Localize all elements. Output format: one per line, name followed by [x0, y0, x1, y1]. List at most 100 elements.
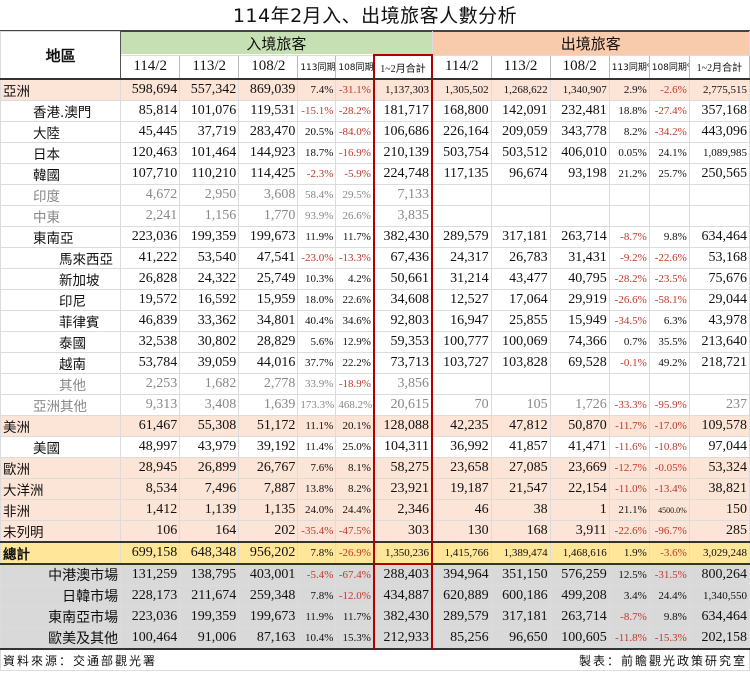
out-108-pct-cell: -13.4%	[648, 478, 690, 500]
out-114-2-cell: 1,415,766	[431, 541, 492, 565]
out-ytd-cell: 218,721	[688, 352, 750, 374]
in-113-pct-cell: 10.4%	[297, 627, 337, 650]
out-108-2-cell: 232,481	[549, 100, 610, 122]
out-114-2-cell: 36,992	[431, 436, 492, 458]
out-108-pct-cell: 9.8%	[648, 226, 690, 248]
out-113-pct-cell: -8.7%	[608, 606, 650, 628]
in-114-2-cell: 53,784	[120, 352, 181, 374]
out-ytd-cell: 3,029,248	[688, 541, 750, 565]
in-113-pct-cell: -35.4%	[297, 520, 337, 543]
out-114-2-cell: 130	[431, 520, 492, 543]
in-113-2-cell: 101,076	[179, 100, 240, 122]
table-row: 東南亞 223,036 199,359 199,673 11.9% 11.7% 382,43…	[0, 226, 750, 248]
in-108-2-cell: 2,778	[238, 373, 299, 395]
in-108-pct-cell: -12.0%	[335, 585, 375, 607]
region-label: 美國	[0, 436, 122, 458]
out-113-pct-cell: -11.8%	[608, 627, 650, 650]
in-113-pct-cell: 93.9%	[297, 205, 337, 227]
out-113-2-cell: 47,812	[490, 415, 551, 437]
col-in-114-2: 114/2	[120, 54, 181, 80]
in-108-pct-cell: 26.6%	[335, 205, 375, 227]
region-label: 香港.澳門	[0, 100, 122, 122]
out-114-2-cell: 226,164	[431, 121, 492, 143]
out-113-pct-cell: 1.9%	[608, 541, 650, 565]
out-108-2-cell: 93,198	[549, 163, 610, 185]
inbound-header: 入境旅客	[120, 31, 433, 56]
in-113-2-cell: 1,682	[179, 373, 240, 395]
in-108-pct-cell: 15.3%	[335, 627, 375, 650]
out-108-pct-cell: -31.5%	[648, 563, 690, 586]
out-108-pct-cell: -95.9%	[648, 394, 690, 416]
out-113-pct-cell: 2.9%	[608, 78, 650, 101]
out-108-pct-cell: -58.1%	[648, 289, 690, 311]
in-ytd-cell: 1,137,303	[372, 78, 434, 101]
in-108-2-cell: 44,016	[238, 352, 299, 374]
out-108-2-cell: 41,471	[549, 436, 610, 458]
out-113-pct-cell: 18.8%	[608, 100, 650, 122]
in-108-2-cell: 202	[238, 520, 299, 543]
region-label: 總計	[0, 541, 122, 565]
in-113-2-cell: 37,719	[179, 121, 240, 143]
page-title: 114年2月入、出境旅客人數分析	[0, 0, 750, 31]
region-label: 新加坡	[0, 268, 122, 290]
out-113-pct-cell: -9.2%	[608, 247, 650, 269]
col-in-113-2: 113/2	[179, 54, 240, 80]
col-out-113-pct: 113同期%	[608, 54, 650, 80]
out-113-2-cell	[490, 184, 551, 206]
in-113-2-cell: 557,342	[179, 78, 240, 101]
out-113-2-cell: 1,268,622	[490, 78, 551, 101]
in-113-2-cell: 7,496	[179, 478, 240, 500]
in-ytd-cell: 104,311	[372, 436, 434, 458]
in-114-2-cell: 100,464	[120, 627, 181, 650]
in-ytd-cell: 128,088	[372, 415, 434, 437]
in-108-2-cell: 1,135	[238, 499, 299, 521]
in-ytd-cell: 210,139	[372, 142, 434, 164]
in-113-2-cell: 2,950	[179, 184, 240, 206]
in-114-2-cell: 223,036	[120, 226, 181, 248]
out-113-pct-cell: -11.7%	[608, 415, 650, 437]
in-113-2-cell: 101,464	[179, 142, 240, 164]
in-113-pct-cell: 7.4%	[297, 78, 337, 101]
in-108-pct-cell: -16.9%	[335, 142, 375, 164]
table-body: 亞洲 598,694 557,342 869,039 7.4% -31.1% 1,137,3…	[0, 78, 750, 650]
col-in-108-pct: 108同期%	[335, 54, 375, 80]
out-ytd-cell: 43,978	[688, 310, 750, 332]
out-108-2-cell: 74,366	[549, 331, 610, 353]
table-row: 其他 2,253 1,682 2,778 33.9% -18.9% 3,856	[0, 373, 750, 395]
out-113-pct-cell: 21.1%	[608, 499, 650, 521]
out-108-pct-cell: -96.7%	[648, 520, 690, 543]
in-108-pct-cell: 8.2%	[335, 478, 375, 500]
in-113-pct-cell: 173.3%	[297, 394, 337, 416]
in-114-2-cell: 8,534	[120, 478, 181, 500]
out-108-pct-cell: -10.8%	[648, 436, 690, 458]
out-113-pct-cell: -11.0%	[608, 478, 650, 500]
out-113-pct-cell: 0.7%	[608, 331, 650, 353]
table-row: 香港.澳門 85,814 101,076 119,531 -15.1% -28.2% 181…	[0, 100, 750, 122]
out-114-2-cell	[431, 184, 492, 206]
out-108-2-cell: 406,010	[549, 142, 610, 164]
out-113-pct-cell	[608, 184, 650, 206]
in-108-pct-cell: 4.2%	[335, 268, 375, 290]
out-ytd-cell: 1,340,550	[688, 585, 750, 607]
col-out-114-2: 114/2	[431, 54, 492, 80]
in-113-pct-cell: 5.6%	[297, 331, 337, 353]
in-108-2-cell: 119,531	[238, 100, 299, 122]
col-out-113-2: 113/2	[490, 54, 551, 80]
out-108-2-cell	[549, 373, 610, 395]
out-108-2-cell: 31,431	[549, 247, 610, 269]
out-113-2-cell: 503,512	[490, 142, 551, 164]
table-row: 泰國 32,538 30,802 28,829 5.6% 12.9% 59,353 100,7…	[0, 331, 750, 353]
out-114-2-cell: 289,579	[431, 226, 492, 248]
region-label: 越南	[0, 352, 122, 374]
in-108-pct-cell: -84.0%	[335, 121, 375, 143]
col-out-108-pct: 108同期%	[648, 54, 690, 80]
in-ytd-cell: 224,748	[372, 163, 434, 185]
in-114-2-cell: 48,997	[120, 436, 181, 458]
in-108-2-cell: 199,673	[238, 606, 299, 628]
out-108-pct-cell: -22.6%	[648, 247, 690, 269]
region-label: 東南亞市場	[0, 606, 122, 628]
in-ytd-cell: 1,350,236	[372, 541, 434, 565]
out-113-pct-cell: -28.2%	[608, 268, 650, 290]
table-row: 日韓市場 228,173 211,674 259,348 7.8% -12.0% 434,8…	[0, 585, 750, 607]
in-114-2-cell: 46,839	[120, 310, 181, 332]
